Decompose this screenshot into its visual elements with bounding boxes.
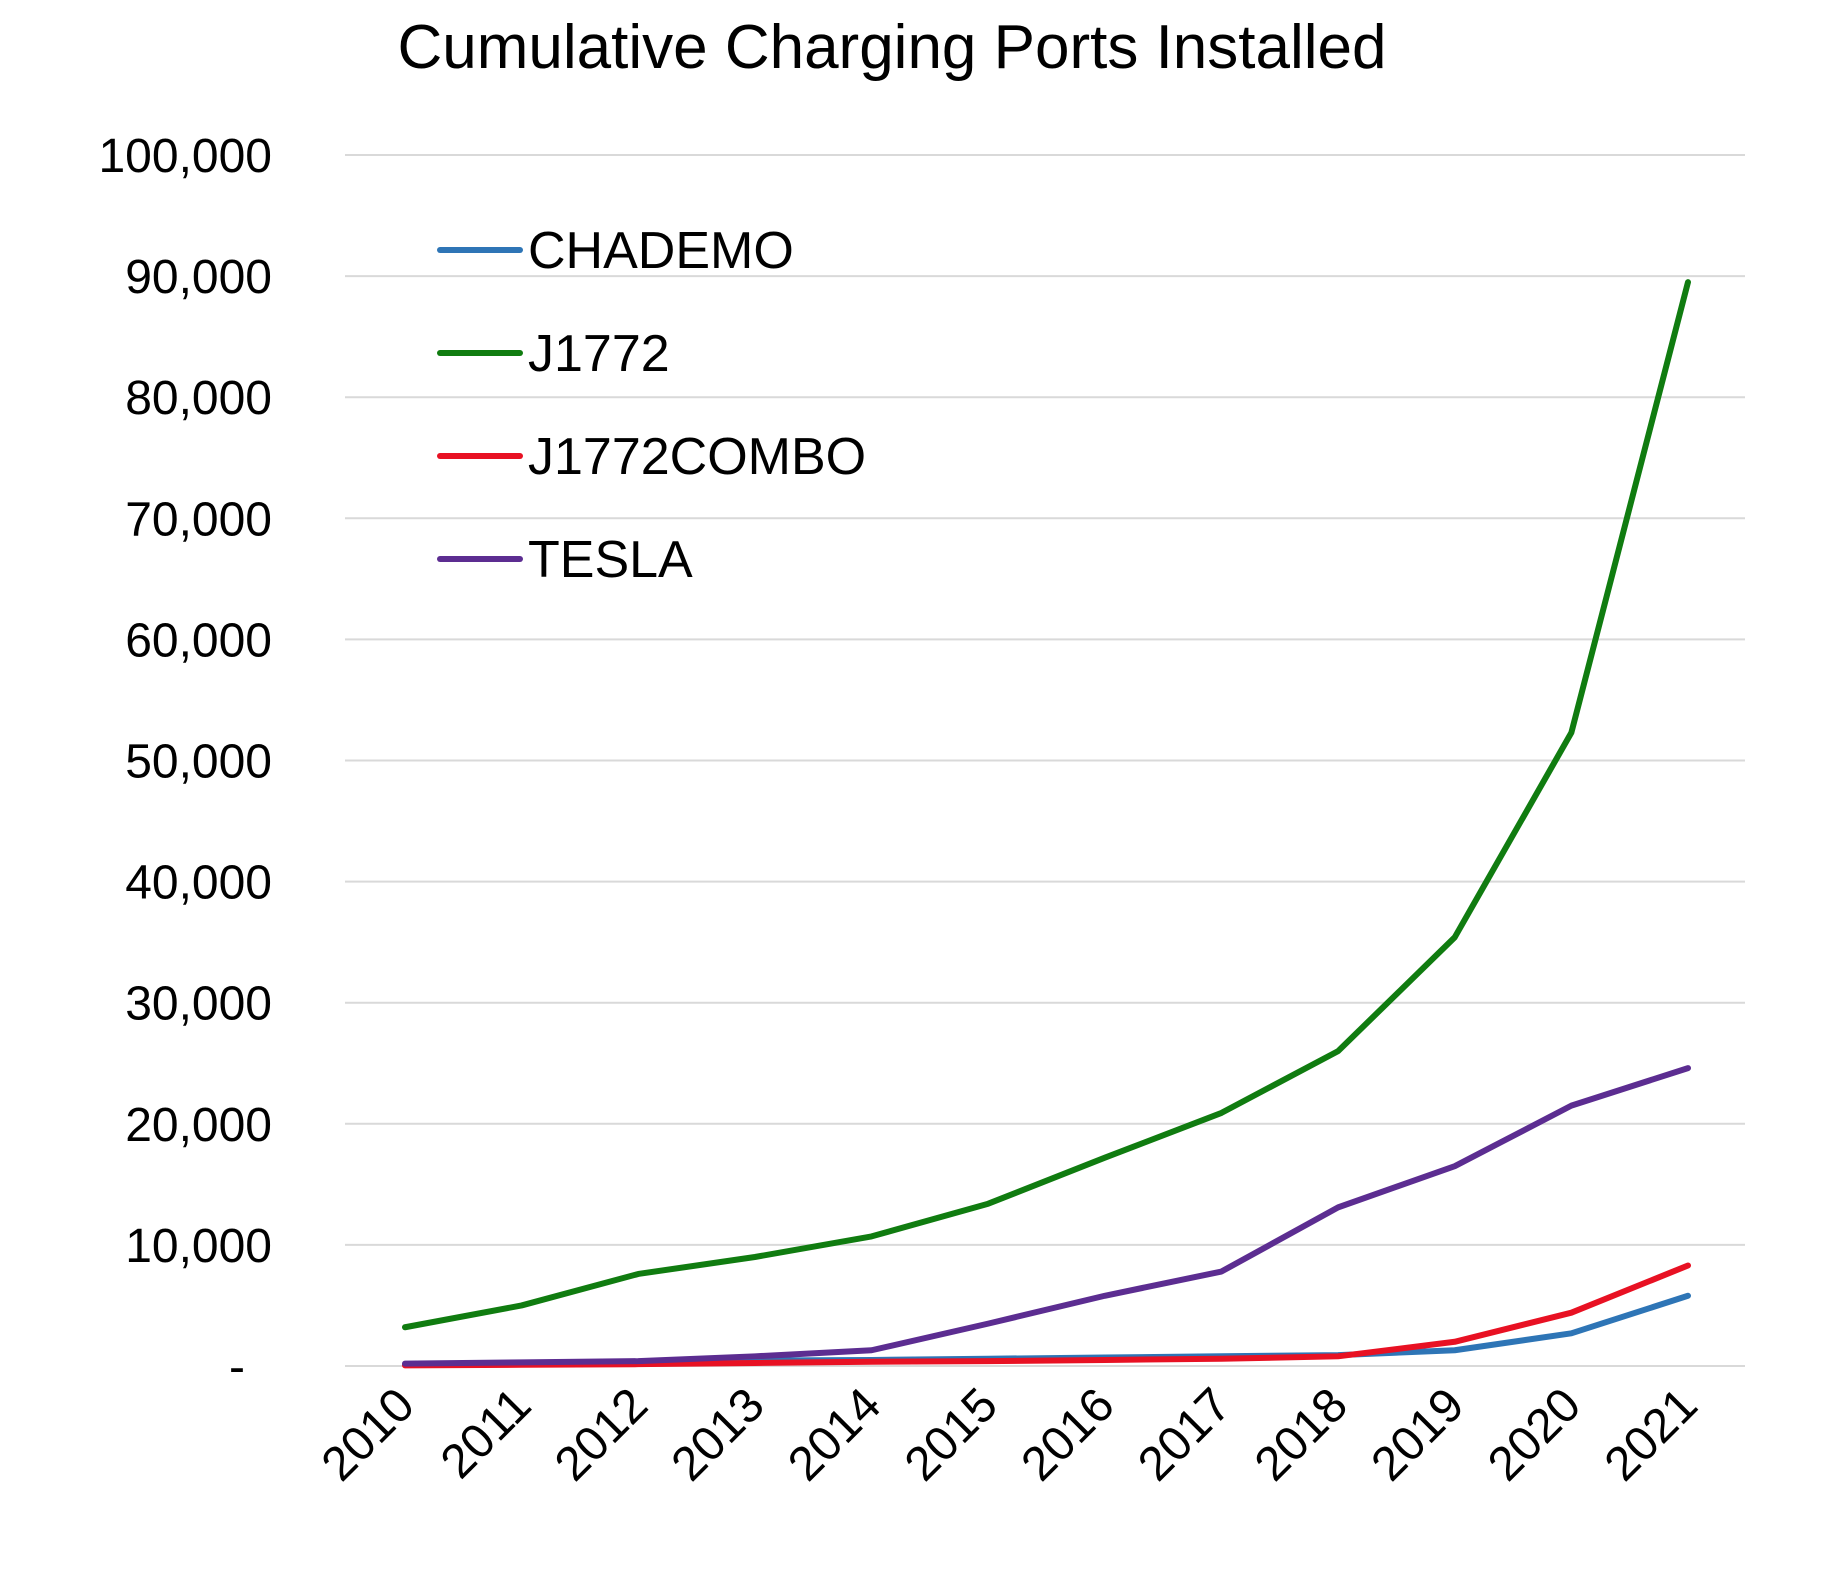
x-tick-label: 2015 xyxy=(895,1378,1008,1491)
y-tick-label: 80,000 xyxy=(125,372,272,425)
series-layer xyxy=(402,279,1691,1369)
x-tick-label: 2012 xyxy=(545,1378,658,1491)
y-axis-tick-labels: - 10,000 20,000 30,000 40,000 50,000 60,000 70,… xyxy=(98,130,272,1394)
x-tick-label: 2010 xyxy=(312,1378,425,1491)
x-tick-label: 2020 xyxy=(1478,1378,1591,1491)
legend: CHADEMO J1772 J1772COMBO TESLA xyxy=(437,222,866,589)
y-tick-label: 90,000 xyxy=(125,251,272,304)
x-tick-label: 2011 xyxy=(431,1378,541,1488)
y-tick-label: 100,000 xyxy=(98,130,272,183)
series-line-tesla xyxy=(402,1065,1691,1367)
x-tick-label: 2013 xyxy=(662,1378,775,1491)
y-tick-label: 10,000 xyxy=(125,1220,272,1273)
y-tick-label: - xyxy=(229,1341,245,1394)
y-tick-label: 60,000 xyxy=(125,614,272,667)
series-line-j1772 xyxy=(402,279,1691,1331)
x-tick-label: 2017 xyxy=(1128,1378,1241,1491)
legend-label-tesla: TESLA xyxy=(528,531,693,589)
x-tick-label: 2014 xyxy=(778,1378,891,1491)
x-tick-label: 2019 xyxy=(1362,1378,1475,1491)
y-tick-label: 30,000 xyxy=(125,978,272,1031)
legend-label-chademo: CHADEMO xyxy=(528,222,794,280)
chart-title: Cumulative Charging Ports Installed xyxy=(397,13,1386,82)
x-tick-label: 2016 xyxy=(1012,1378,1125,1491)
y-tick-label: 50,000 xyxy=(125,736,272,789)
y-tick-label: 40,000 xyxy=(125,857,272,910)
grid-layer xyxy=(345,154,1745,1367)
y-tick-label: 20,000 xyxy=(125,1099,272,1152)
x-tick-label: 2021 xyxy=(1595,1378,1708,1491)
series-line-j1772combo xyxy=(402,1262,1691,1369)
x-tick-label: 2018 xyxy=(1245,1378,1358,1491)
y-tick-label: 70,000 xyxy=(125,493,272,546)
x-axis-tick-labels: 2010 2011 2012 2013 2014 2015 2016 2017 2018 2019… xyxy=(312,1378,1708,1491)
legend-label-j1772: J1772 xyxy=(528,325,670,383)
legend-label-j1772combo: J1772COMBO xyxy=(528,428,866,486)
